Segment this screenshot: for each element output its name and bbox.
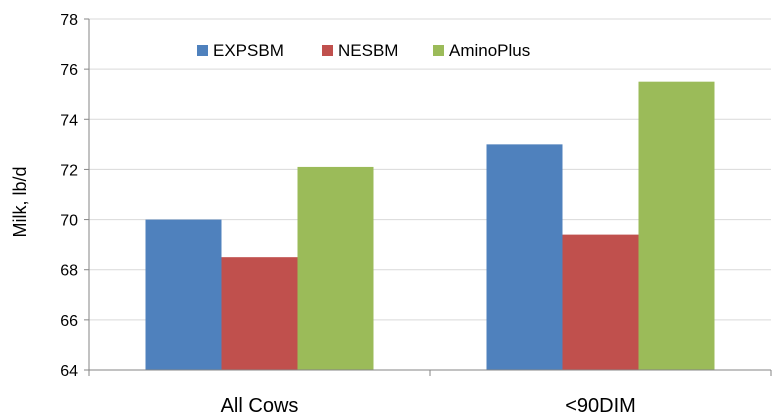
y-tick-label: 72 [60, 162, 78, 179]
legend-label-nesbm: NESBM [338, 41, 398, 60]
legend-label-aminoplus: AminoPlus [449, 41, 530, 60]
y-tick-label: 68 [60, 263, 78, 280]
y-tick-label: 70 [60, 213, 78, 230]
bars [145, 81, 715, 370]
bar-expsbm-1 [486, 144, 563, 370]
legend-swatch-aminoplus [433, 45, 444, 56]
axes [84, 18, 772, 376]
bar-expsbm-0 [145, 219, 222, 370]
y-tick-label: 76 [60, 62, 78, 79]
y-tick-labels: 64 66 68 70 72 74 76 78 [60, 12, 78, 380]
legend-swatch-nesbm [322, 45, 333, 56]
y-tick-label: 78 [60, 12, 78, 29]
bar-nesbm-0 [221, 257, 298, 370]
bar-aminoplus-1 [638, 81, 715, 370]
y-tick-label: 64 [60, 363, 78, 380]
y-tick-label: 66 [60, 313, 78, 330]
legend-swatch-expsbm [197, 45, 208, 56]
legend-label-expsbm: EXPSBM [213, 41, 284, 60]
bar-nesbm-1 [562, 234, 639, 370]
x-tick-label: All Cows [221, 395, 299, 417]
y-axis-title: Milk, lb/d [10, 166, 30, 237]
x-tick-labels: All Cows <90DIM [221, 395, 636, 417]
x-tick-label: <90DIM [565, 395, 636, 417]
bar-aminoplus-0 [297, 166, 374, 370]
y-tick-label: 74 [60, 112, 78, 129]
legend: EXPSBM NESBM AminoPlus [197, 41, 530, 60]
